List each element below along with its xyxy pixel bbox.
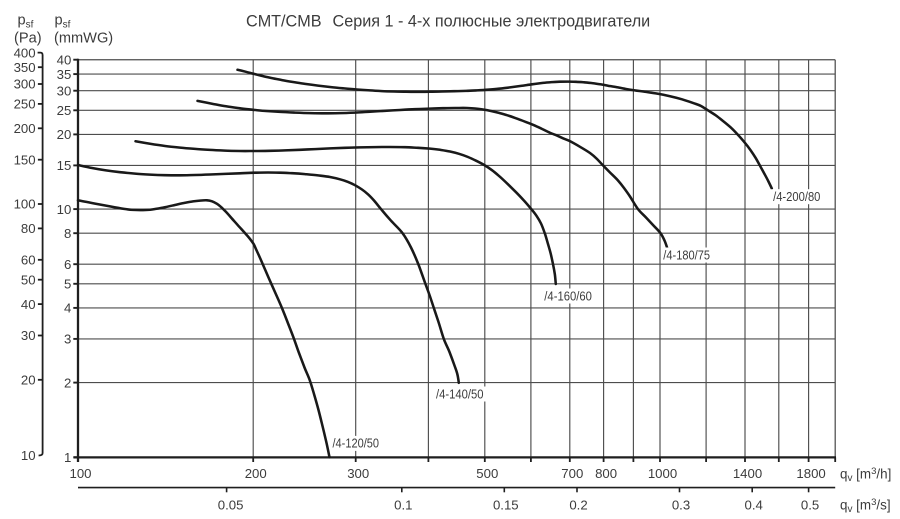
svg-text:250: 250 bbox=[14, 97, 36, 112]
svg-text:/4-180/75: /4-180/75 bbox=[663, 247, 710, 262]
svg-text:qv [m3/s]: qv [m3/s] bbox=[840, 497, 891, 515]
svg-text:qv [m3/h]: qv [m3/h] bbox=[840, 466, 891, 484]
svg-text:8: 8 bbox=[64, 226, 71, 241]
svg-text:/4-160/60: /4-160/60 bbox=[544, 288, 592, 303]
svg-text:200: 200 bbox=[245, 466, 267, 481]
svg-text:400: 400 bbox=[14, 45, 36, 60]
svg-text:1400: 1400 bbox=[733, 466, 762, 481]
svg-text:0.1: 0.1 bbox=[394, 497, 412, 512]
svg-text:500: 500 bbox=[476, 466, 498, 481]
svg-text:3: 3 bbox=[64, 332, 71, 347]
svg-text:40: 40 bbox=[21, 297, 36, 312]
svg-text:/4-120/50: /4-120/50 bbox=[333, 436, 380, 451]
svg-text:60: 60 bbox=[21, 253, 36, 268]
svg-text:1800: 1800 bbox=[796, 466, 825, 481]
svg-text:35: 35 bbox=[57, 67, 72, 82]
svg-text:(Pa): (Pa) bbox=[14, 31, 42, 47]
svg-text:200: 200 bbox=[14, 121, 36, 136]
svg-text:4: 4 bbox=[64, 301, 71, 316]
svg-text:1: 1 bbox=[64, 450, 71, 465]
svg-text:0.15: 0.15 bbox=[493, 497, 519, 512]
svg-text:10: 10 bbox=[21, 448, 36, 463]
svg-text:CMT/CMB: CMT/CMB bbox=[246, 13, 322, 31]
svg-text:350: 350 bbox=[14, 60, 36, 75]
svg-text:2: 2 bbox=[64, 375, 71, 390]
svg-text:800: 800 bbox=[595, 466, 617, 481]
svg-text:100: 100 bbox=[14, 197, 36, 212]
svg-text:Серия 1 - 4-х полюсные электро: Серия 1 - 4-х полюсные электродвигатели bbox=[333, 13, 651, 31]
svg-text:20: 20 bbox=[57, 127, 72, 142]
svg-text:(mmWG): (mmWG) bbox=[54, 31, 113, 47]
svg-text:80: 80 bbox=[21, 221, 36, 236]
svg-text:/4-200/80: /4-200/80 bbox=[773, 189, 820, 204]
svg-text:25: 25 bbox=[57, 103, 72, 118]
svg-text:150: 150 bbox=[14, 152, 36, 167]
svg-text:100: 100 bbox=[69, 466, 91, 481]
svg-text:0.05: 0.05 bbox=[218, 497, 244, 512]
svg-text:40: 40 bbox=[57, 52, 72, 67]
svg-text:0.4: 0.4 bbox=[745, 497, 763, 512]
svg-text:20: 20 bbox=[21, 373, 36, 388]
svg-text:6: 6 bbox=[64, 257, 71, 272]
svg-text:700: 700 bbox=[561, 466, 583, 481]
svg-text:0.3: 0.3 bbox=[672, 497, 690, 512]
svg-text:5: 5 bbox=[64, 277, 71, 292]
svg-text:30: 30 bbox=[21, 328, 36, 343]
svg-text:15: 15 bbox=[57, 158, 72, 173]
svg-text:30: 30 bbox=[57, 83, 72, 98]
svg-text:300: 300 bbox=[347, 466, 369, 481]
svg-text:50: 50 bbox=[21, 272, 36, 287]
svg-text:10: 10 bbox=[57, 202, 72, 217]
svg-text:0.5: 0.5 bbox=[801, 497, 819, 512]
svg-text:/4-140/50: /4-140/50 bbox=[436, 386, 484, 401]
svg-text:0.2: 0.2 bbox=[569, 497, 587, 512]
svg-text:300: 300 bbox=[14, 77, 36, 92]
svg-text:1000: 1000 bbox=[648, 466, 677, 481]
